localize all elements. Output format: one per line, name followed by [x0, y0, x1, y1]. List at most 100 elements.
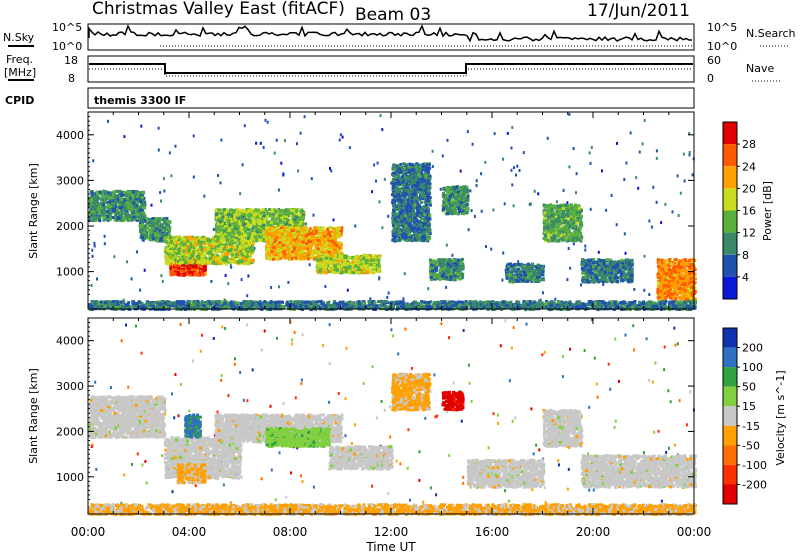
- power-feature-4-cell: [289, 208, 293, 212]
- power-feature-1-cell: [161, 228, 165, 232]
- freq-left-tick-bottom: 8: [68, 72, 75, 85]
- power-feature-6-cell: [355, 255, 359, 258]
- power-feature-4-cell: [259, 225, 263, 228]
- power-feature-4-cell: [254, 225, 258, 229]
- power-feature-0-cell: [124, 212, 127, 216]
- power-scatter-cell: [378, 200, 381, 204]
- power-feature-6-cell: [347, 256, 351, 260]
- power-feature-0-cell: [90, 190, 94, 194]
- power-scatter-cell: [163, 189, 166, 193]
- power-scatter-cell: [691, 173, 694, 177]
- power-scatter-cell: [239, 192, 242, 196]
- power-feature-6-cell: [356, 266, 360, 270]
- power-feature-6-cell: [328, 267, 331, 271]
- power-scatter-cell: [471, 142, 474, 146]
- freq-trace: [89, 63, 693, 74]
- power-scatter-cell: [224, 274, 227, 277]
- power-feature-0-cell: [103, 215, 107, 219]
- power-scatter-cell: [277, 188, 280, 192]
- power-scatter-cell: [107, 119, 109, 123]
- power-feature-4-cell: [231, 228, 235, 232]
- power-scatter-cell: [638, 150, 641, 154]
- power-scatter-cell: [312, 213, 315, 217]
- power-feature-0-cell: [93, 204, 97, 208]
- power-feature-0-cell: [108, 200, 112, 204]
- power-scatter-cell: [568, 112, 571, 116]
- power-feature-5-cell: [280, 226, 284, 230]
- power-feature-6-cell: [319, 258, 323, 262]
- power-feature-4-cell: [236, 208, 240, 211]
- power-scatter-cell: [139, 288, 142, 292]
- power-scatter-cell: [506, 131, 509, 135]
- power-scatter-cell: [635, 176, 638, 180]
- power-feature-3-cell: [189, 245, 193, 249]
- power-feature-5-cell: [290, 229, 294, 233]
- power-scatter-cell: [247, 274, 250, 278]
- power-feature-3-cell: [202, 261, 206, 265]
- power-feature-3-cell: [208, 250, 212, 254]
- power-feature-3-cell: [249, 259, 253, 263]
- power-scatter-cell: [538, 299, 540, 303]
- power-feature-3-cell: [224, 242, 228, 246]
- power-scatter-cell: [427, 287, 430, 291]
- power-scatter-cell: [469, 189, 472, 193]
- power-feature-0-cell: [132, 215, 136, 219]
- power-feature-4-cell: [297, 213, 301, 217]
- power-feature-4-cell: [233, 216, 236, 220]
- power-feature-1-cell: [154, 216, 158, 220]
- power-feature-0-cell: [108, 193, 112, 197]
- power-feature-5-cell: [323, 230, 327, 234]
- power-feature-2-cell: [169, 266, 173, 270]
- power-scatter-cell: [203, 194, 206, 198]
- power-scatter-cell: [136, 250, 138, 254]
- power-feature-4-cell: [249, 213, 253, 217]
- power-feature-4-cell: [263, 220, 267, 224]
- power-scatter-cell: [633, 287, 636, 291]
- power-feature-5-cell: [320, 238, 324, 241]
- power-feature-4-cell: [237, 216, 241, 220]
- power-feature-3-cell: [220, 245, 224, 249]
- power-feature-2-cell: [173, 272, 177, 276]
- power-scatter-cell: [157, 148, 160, 152]
- power-feature-0-cell: [114, 199, 118, 203]
- power-scatter-cell: [297, 169, 300, 173]
- power-scatter-cell: [623, 232, 626, 236]
- power-feature-3-cell: [226, 249, 230, 253]
- power-feature-3-cell: [170, 239, 173, 243]
- power-scatter-cell: [243, 124, 246, 128]
- power-feature-4-cell: [216, 237, 220, 241]
- power-scatter-cell: [431, 149, 434, 153]
- power-scatter-cell: [601, 169, 603, 173]
- power-scatter-cell: [641, 142, 644, 146]
- power-feature-5-cell: [280, 229, 284, 232]
- power-feature-0-cell: [131, 190, 135, 194]
- power-scatter-cell: [517, 260, 520, 264]
- power-feature-2-cell: [196, 273, 200, 277]
- power-feature-0-cell: [108, 213, 112, 217]
- power-feature-4-cell: [235, 211, 239, 215]
- power-feature-5-cell: [278, 241, 282, 244]
- power-scatter-cell: [513, 166, 515, 170]
- power-feature-0-cell: [108, 205, 112, 209]
- power-scatter-cell: [493, 132, 496, 136]
- power-scatter-cell: [439, 187, 442, 191]
- power-feature-0-cell: [123, 198, 127, 202]
- power-feature-1-cell: [146, 219, 150, 223]
- noise-right-label: N.Search: [746, 27, 796, 40]
- power-feature-5-cell: [309, 248, 312, 252]
- power-scatter-cell: [282, 173, 285, 177]
- power-feature-1-cell: [150, 227, 154, 231]
- power-feature-6-cell: [367, 256, 371, 260]
- power-feature-3-cell: [188, 256, 192, 260]
- power-scatter-cell: [501, 278, 504, 282]
- power-scatter-cell: [303, 115, 306, 119]
- power-feature-4-cell: [224, 215, 228, 219]
- power-scatter-cell: [529, 202, 532, 206]
- power-feature-2-cell: [182, 273, 186, 277]
- power-feature-5-cell: [290, 256, 294, 260]
- power-scatter-cell: [567, 247, 570, 250]
- power-scatter-cell: [329, 167, 331, 170]
- power-feature-6-cell: [343, 259, 346, 263]
- power-feature-3-cell: [191, 240, 195, 244]
- power-feature-6-cell: [354, 259, 357, 263]
